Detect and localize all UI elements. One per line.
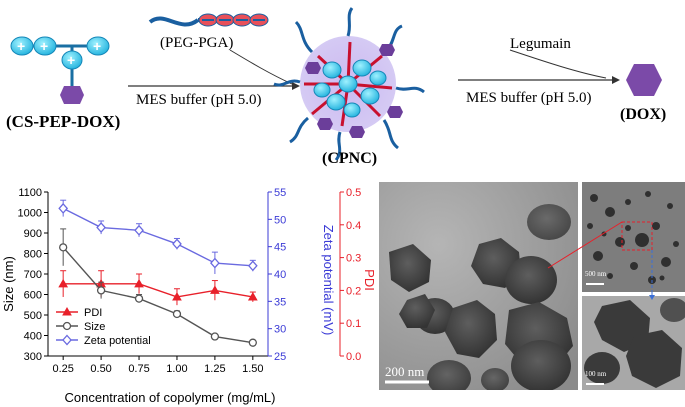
y-zeta-tick-label: 55 [274, 187, 286, 199]
legend-entry: PDI [84, 307, 102, 319]
reactant-label: (CS-PEP-DOX) [6, 112, 121, 131]
y-axis-left-label: Size (nm) [1, 256, 16, 312]
x-axis-label: Concentration of copolymer (mg/mL) [65, 390, 276, 405]
y-left-tick-label: 1000 [18, 208, 42, 220]
y-pdi-tick-label: 0.5 [346, 187, 361, 199]
data-point-size [210, 332, 220, 341]
y-pdi-tick-label: 0.0 [346, 351, 361, 363]
data-point-zeta-potential [96, 222, 106, 234]
plus-sign: + [17, 38, 25, 54]
data-point-pdi [247, 291, 258, 301]
y-zeta-tick-label: 30 [274, 324, 286, 336]
data-point-pdi [134, 278, 144, 288]
y-left-tick-label: 1100 [18, 187, 42, 199]
legend-marker [62, 321, 72, 331]
legend-entry: Zeta potential [84, 335, 151, 347]
x-tick-label: 0.75 [128, 363, 149, 375]
y-left-tick-label: 800 [24, 249, 42, 261]
y-left-tick-label: 300 [24, 351, 42, 363]
scale-bar-overview: 500 nm [585, 270, 607, 278]
legend-marker [62, 306, 72, 316]
step2-condition: MES buffer (pH 5.0) [466, 90, 592, 106]
data-point-pdi [172, 291, 182, 301]
y-zeta-tick-label: 40 [274, 269, 286, 281]
x-tick-label: 1.50 [242, 363, 263, 375]
complex-label: (CPNC) [322, 150, 378, 167]
data-point-size [172, 309, 182, 319]
data-point-pdi [58, 278, 69, 288]
size-zeta-pdi-chart: 300 400 500 600 700 800 900 1000 1100 25 30 35 40 45 5… [1, 187, 377, 405]
y-axis-pdi-label: PDI [362, 269, 377, 291]
step1-condition: MES buffer (pH 5.0) [136, 92, 262, 108]
data-point-zeta-potential [247, 260, 258, 272]
y-zeta-tick-label: 35 [274, 296, 286, 308]
x-tick-label: 0.25 [52, 363, 73, 375]
y-axis-zeta-label: Zeta potential (mV) [321, 225, 336, 336]
reaction-arrow-2 [458, 49, 620, 84]
peg-pga-polymer [148, 13, 269, 27]
tem-image-inset: 100 nm [582, 296, 685, 390]
y-left-tick-label: 600 [24, 290, 42, 302]
cs-pep-dox-molecule [10, 36, 110, 104]
tem-image-overview: 500 nm [582, 182, 685, 292]
y-left-tick-label: 400 [24, 331, 42, 343]
reaction-arrow-1 [128, 49, 300, 90]
plus-sign: + [67, 52, 75, 68]
x-tick-label: 0.50 [90, 363, 111, 375]
data-point-zeta-potential [172, 238, 182, 250]
y-pdi-tick-label: 0.3 [346, 253, 361, 265]
product-label: (DOX) [620, 106, 667, 123]
scheme-graphics: + + + + [10, 7, 662, 161]
plus-sign: + [93, 38, 101, 54]
data-point-size [134, 294, 144, 303]
y-pdi-tick-label: 0.1 [346, 318, 361, 330]
data-point-size [59, 243, 68, 252]
tem-image-main: 200 nm [379, 182, 578, 390]
y-zeta-tick-label: 45 [274, 242, 286, 254]
scale-bar-inset: 100 nm [585, 370, 607, 378]
scale-bar-main: 200 nm [385, 364, 425, 379]
data-point-size [248, 338, 257, 347]
y-zeta-tick-label: 25 [274, 351, 286, 363]
y-left-tick-label: 500 [24, 310, 42, 322]
series-line-size [62, 246, 253, 344]
x-tick-label: 1.25 [204, 363, 225, 375]
plus-sign: + [40, 38, 48, 54]
enzyme-label: Legumain [510, 36, 571, 52]
x-tick-label: 1.00 [166, 363, 187, 375]
data-point-zeta-potential [58, 202, 69, 214]
data-point-pdi [210, 285, 220, 294]
cpnc-nanocomplex [273, 7, 425, 161]
dox-molecule [626, 64, 662, 96]
data-point-zeta-potential [210, 257, 220, 269]
y-zeta-tick-label: 50 [274, 214, 286, 226]
y-pdi-tick-label: 0.2 [346, 285, 361, 297]
polymer-label: (PEG-PGA) [160, 35, 234, 51]
series-line-zeta-potential [62, 207, 253, 267]
legend-marker [62, 334, 72, 346]
y-left-tick-label: 900 [24, 228, 42, 240]
legend-entry: Size [84, 321, 105, 333]
data-point-zeta-potential [134, 224, 144, 236]
y-pdi-tick-label: 0.4 [346, 220, 361, 232]
y-left-tick-label: 700 [24, 269, 42, 281]
data-point-size [96, 286, 106, 295]
series-line-pdi [63, 283, 253, 298]
